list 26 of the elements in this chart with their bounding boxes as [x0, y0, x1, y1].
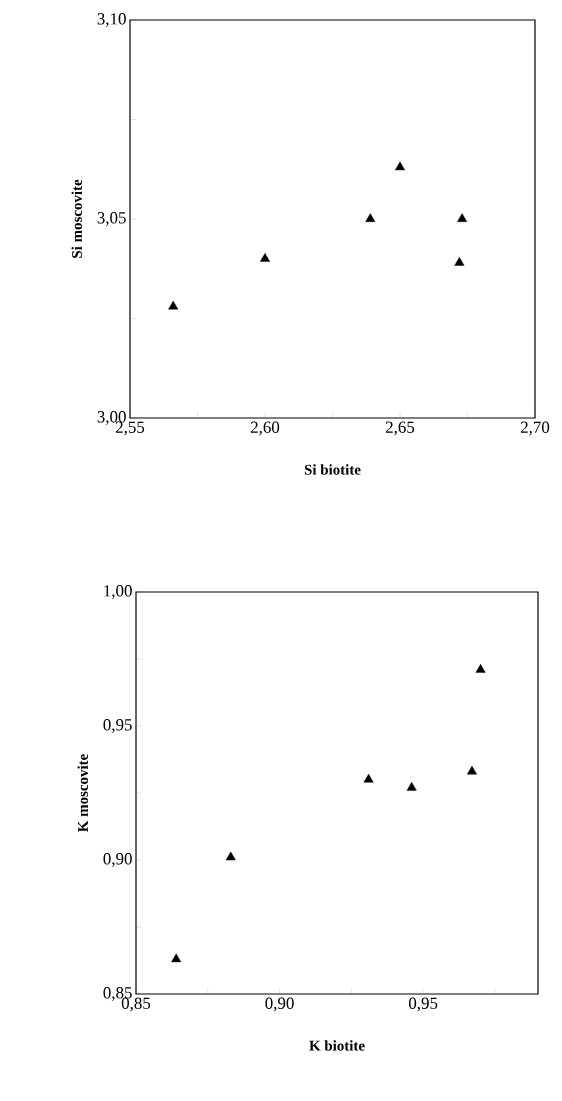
point: [225, 851, 236, 861]
x-tick-label: 2,60: [250, 421, 280, 436]
y-tick-label: 0,90: [103, 853, 132, 867]
point: [395, 161, 405, 171]
x-tick-label: 2,65: [385, 421, 415, 436]
y-tick-label: 3,05: [97, 212, 126, 226]
y-axis-title: Si moscovite: [71, 179, 82, 258]
point: [475, 664, 486, 673]
point: [467, 765, 477, 775]
y-tick-label: 1,00: [104, 585, 132, 599]
x-tick-label: 0,90: [265, 997, 294, 1012]
x-tick-label: 0,95: [408, 997, 438, 1012]
y-axis-title: K moscovite: [77, 754, 88, 832]
point: [365, 213, 376, 222]
point: [454, 257, 465, 266]
point: [363, 773, 374, 783]
y-tick-label: 0,95: [103, 719, 132, 733]
point: [406, 781, 417, 791]
x-axis-title: Si biotite: [304, 464, 361, 475]
x-tick-label: 2,70: [520, 421, 550, 436]
point: [168, 300, 179, 310]
x-axis-title: K biotite: [309, 1040, 365, 1051]
point: [457, 213, 468, 222]
point: [260, 253, 270, 262]
point: [171, 953, 182, 963]
y-tick-label: 3,10: [97, 13, 126, 27]
